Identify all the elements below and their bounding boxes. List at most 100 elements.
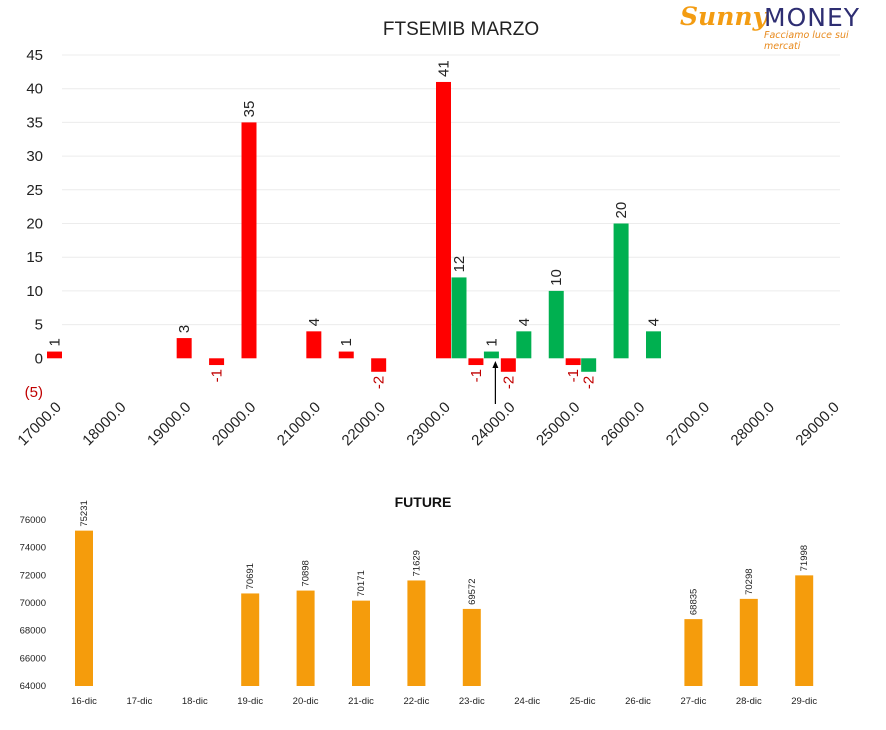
x-tick-label: 27-dic (680, 696, 706, 707)
bar (209, 358, 225, 366)
y-tick-label: 20 (26, 216, 43, 233)
y-axis: 64000 66000 68000 70000 72000 74000 76000 (20, 515, 46, 692)
spot-price-arrow (492, 361, 499, 404)
data-label: -2 (371, 376, 388, 389)
y-tick-label: 66000 (20, 653, 46, 664)
bar (296, 590, 315, 686)
y-tick-label: 76000 (20, 515, 46, 526)
bar (500, 358, 516, 372)
y-tick-label: 10 (26, 283, 43, 300)
x-tick-label: 21000.0 (274, 399, 324, 449)
bar (795, 575, 814, 686)
x-tick-label: 16-dic (71, 696, 97, 707)
data-label: 68835 (688, 589, 699, 615)
logo-money-text: MONEY (764, 3, 861, 32)
data-label: -1 (468, 369, 485, 382)
y-tick-label: 35 (26, 114, 43, 131)
data-label: 69572 (467, 578, 478, 604)
y-tick-label: 15 (26, 249, 43, 266)
y-tick-label: 0 (35, 350, 43, 367)
x-tick-label: 18000.0 (79, 399, 129, 449)
bar (47, 351, 62, 359)
bar (407, 580, 426, 686)
x-tick-label: 17-dic (126, 696, 152, 707)
bar (613, 223, 629, 359)
x-tick-label: 19-dic (237, 696, 263, 707)
bar (684, 619, 703, 686)
y-tick-label: 64000 (20, 681, 46, 692)
data-label: 71998 (799, 545, 810, 571)
y-tick-label: 25 (26, 182, 43, 199)
x-tick-label: 19000.0 (144, 399, 194, 449)
x-tick-label: 22-dic (403, 696, 429, 707)
data-label: 70898 (301, 560, 312, 586)
bar (352, 600, 370, 686)
bar (468, 358, 484, 366)
bars (47, 81, 661, 372)
y-tick-label: 70000 (20, 598, 46, 609)
y-tick-label: 72000 (20, 570, 46, 581)
x-tick-label: 18-dic (182, 696, 208, 707)
data-label: -1 (209, 369, 226, 382)
data-label: 12 (451, 256, 468, 273)
x-tick-label: 24-dic (514, 696, 540, 707)
x-tick-label: 24000.0 (468, 399, 518, 449)
y-tick-label: (5) (25, 384, 43, 401)
y-tick-label: 5 (35, 317, 43, 334)
data-label: 4 (306, 318, 323, 326)
data-label: -2 (581, 376, 598, 389)
data-label: 70298 (744, 568, 755, 594)
bar (176, 338, 192, 359)
bar (75, 530, 93, 686)
data-label: 1 (483, 338, 500, 346)
bar (241, 122, 257, 359)
arrow-head (492, 361, 499, 368)
data-label: 70691 (245, 563, 256, 589)
data-label: 70171 (356, 570, 367, 596)
bar (436, 81, 451, 359)
data-label: 41 (436, 60, 453, 77)
bar (548, 290, 564, 359)
bar (739, 598, 758, 686)
x-tick-label: 27000.0 (663, 399, 713, 449)
bar (371, 358, 387, 372)
sunny-money-logo: Sunny MONEY Facciamo luce sui mercati (678, 2, 882, 52)
x-tick-label: 26000.0 (598, 399, 648, 449)
data-label: 1 (47, 338, 64, 346)
x-tick-label: 25000.0 (533, 399, 583, 449)
y-tick-label: 40 (26, 81, 43, 98)
x-tick-label: 28000.0 (728, 399, 778, 449)
chart-title: FUTURE (395, 494, 452, 510)
x-tick-label: 28-dic (736, 696, 762, 707)
bar (646, 331, 661, 359)
y-tick-label: 68000 (20, 626, 46, 637)
bar (462, 608, 481, 686)
x-tick-label: 23000.0 (403, 399, 453, 449)
chart-title: FTSEMIB MARZO (383, 19, 539, 40)
data-label: 10 (548, 269, 565, 286)
data-label: 75231 (79, 500, 90, 526)
data-label: 3 (176, 325, 193, 333)
future-chart: FUTURE 64000 66000 68000 70000 72000 74000 760… (20, 494, 818, 707)
data-label: 35 (241, 101, 258, 118)
data-label: 1 (338, 338, 355, 346)
data-label: 4 (646, 318, 663, 326)
y-tick-label: 45 (26, 47, 43, 64)
x-tick-label: 20000.0 (209, 399, 259, 449)
y-axis: (5) 0 5 10 15 20 25 30 35 40 45 (25, 47, 43, 401)
logo-sunny-text: Sunny (680, 2, 768, 31)
x-tick-label: 20-dic (293, 696, 319, 707)
bar (516, 331, 532, 359)
x-tick-label: 17000.0 (14, 399, 64, 449)
x-tick-label: 25-dic (570, 696, 596, 707)
y-tick-label: 30 (26, 148, 43, 165)
ftsemib-marzo-chart: FTSEMIB MARZO (5) 0 5 10 15 20 25 30 35 40 45 1 3 -1… (14, 19, 842, 449)
data-label: 4 (516, 318, 533, 326)
data-label: -2 (500, 376, 517, 389)
bar (338, 351, 354, 359)
logo-tagline: Facciamo luce sui mercati (764, 30, 849, 52)
data-label: 71629 (411, 550, 422, 576)
x-tick-label: 26-dic (625, 696, 651, 707)
x-tick-label: 22000.0 (339, 399, 389, 449)
